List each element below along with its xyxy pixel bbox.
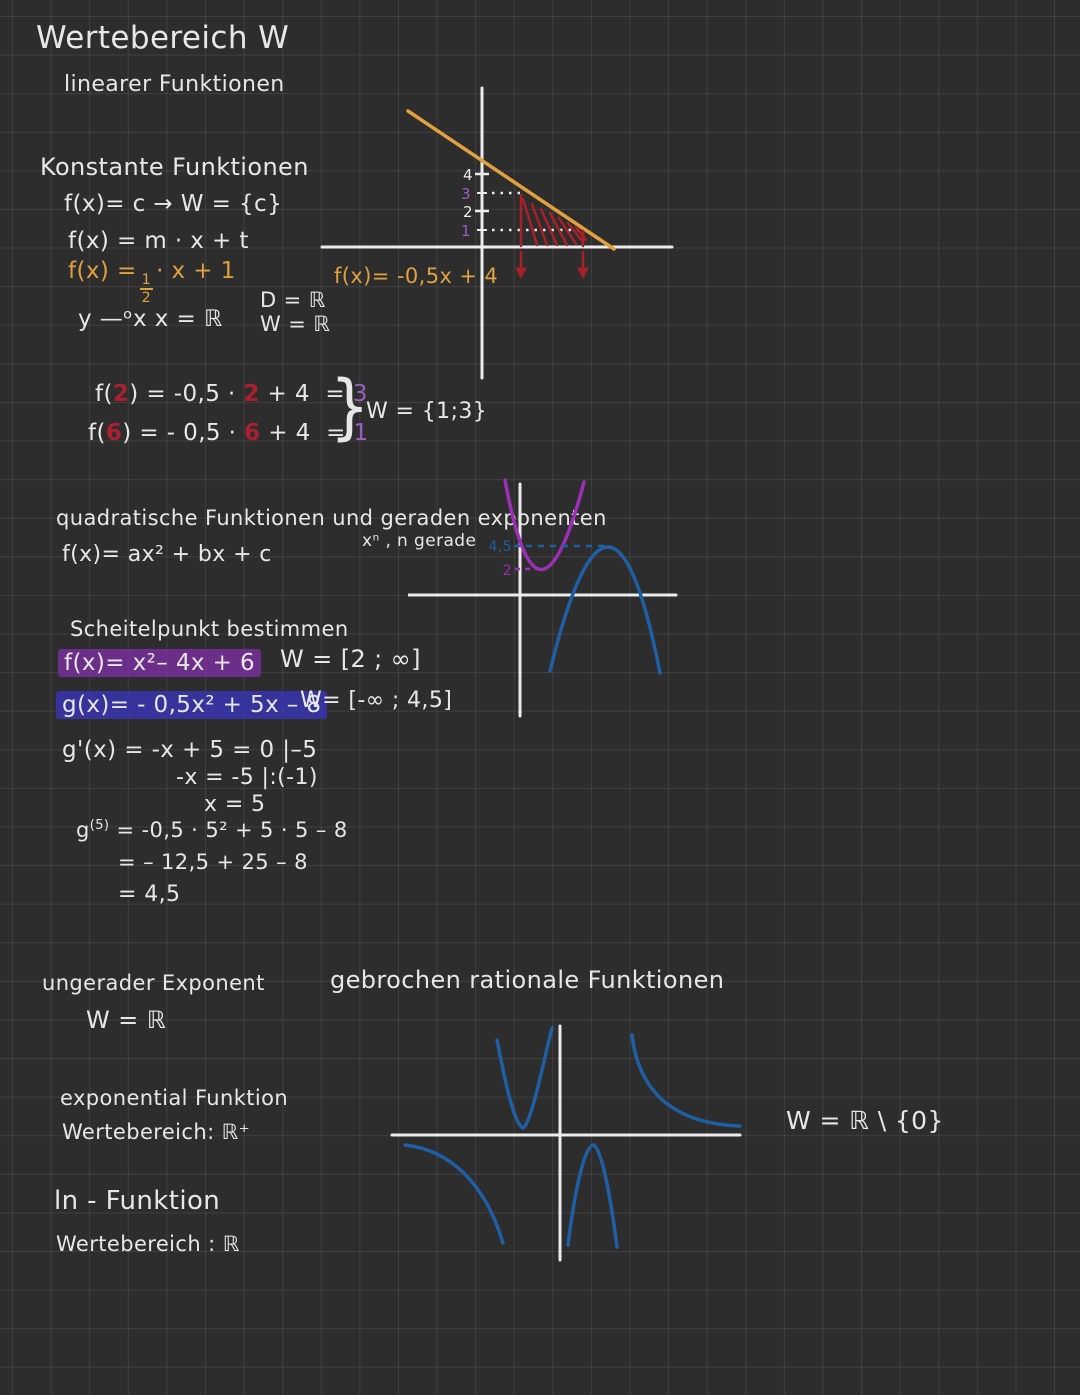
eval-argument: (5) (89, 818, 110, 833)
ln-range: Wertebereich : ℝ (56, 1232, 240, 1256)
tick-label-2: 2 (463, 203, 473, 221)
graph-rational-function (390, 1024, 742, 1262)
section-konstante-heading: Konstante Funktionen (40, 153, 309, 181)
tick-label-4: 4 (463, 166, 473, 184)
eval-x-value: 2 (243, 381, 260, 407)
linear-general: f(x) = m · x + t (68, 228, 249, 254)
g-function-line: g(x)= - 0,5x² + 5x – 8 (56, 691, 328, 719)
solve-step-2: -x = -5 |:(-1) (176, 765, 318, 790)
g-eval-line-2: = – 12,5 + 25 – 8 (118, 850, 308, 874)
branch-upper-right (630, 1033, 742, 1128)
section-ungerade-heading: ungerader Exponent (42, 971, 265, 995)
down-arrow-x6-icon (577, 251, 589, 280)
eval-range-result: W = {1;3} (366, 399, 488, 424)
quadratic-exponent-note: xⁿ , n gerade (362, 531, 477, 551)
eval-row-2: f(6) = - 0,5 · 6 + 4 = 1 (88, 420, 369, 446)
section-ln-heading: ln - Funktion (54, 1186, 221, 1216)
eval-x-value: 2 (112, 381, 130, 407)
ungerade-range: W = ℝ (86, 1006, 167, 1034)
section-gebrochen-heading: gebrochen rationale Funktionen (330, 966, 725, 994)
graph-linear-label: f(x)= -0,5x + 4 (334, 264, 498, 288)
const-rule: f(x)= c → W = {c} (64, 191, 283, 217)
eval-row-1: f(2) = -0,5 · 2 + 4 = 3 (95, 381, 368, 407)
eval-result: 3 (352, 381, 368, 407)
g-eval-line-3: = 4,5 (118, 882, 181, 907)
branch-lower-center (566, 1143, 619, 1249)
derivative-line: g'(x) = -x + 5 = 0 |–5 (62, 737, 318, 763)
tick-label-3: 3 (461, 185, 471, 203)
g-eval-line-1: g(5) = -0,5 · 5² + 5 · 5 – 8 (76, 818, 348, 842)
g-range: W= [-∞ ; 4,5] (300, 688, 453, 713)
linear-example-suffix: · x + 1 (156, 258, 236, 284)
upward-parabola (503, 478, 586, 572)
linear-example: f(x) = 1 2 · x + 1 (68, 258, 236, 306)
branch-upper-left (495, 1026, 554, 1130)
gebrochen-range: W = ℝ \ {0} (786, 1106, 944, 1135)
f-function-line: f(x)= x²– 4x + 6 (58, 649, 262, 677)
tick-label-1: 1 (461, 222, 471, 240)
section-exponential-heading: exponential Funktion (60, 1086, 289, 1110)
branch-lower-left (403, 1143, 505, 1245)
exponential-range: Wertebereich: ℝ⁺ (62, 1120, 251, 1144)
linear-example-prefix: f(x) = (68, 258, 137, 284)
mapping-line: y —ᵒx x = ℝ (78, 306, 223, 332)
page-subtitle: linearer Funktionen (64, 72, 285, 97)
section-scheitelpunkt-heading: Scheitelpunkt bestimmen (70, 617, 349, 641)
hatched-region (519, 193, 588, 248)
max-value-label: 4,5 (489, 539, 512, 555)
quadratic-general-form: f(x)= ax² + bx + c (62, 542, 272, 567)
eval-x-value: 6 (105, 420, 123, 446)
graph-parabolas: 4,5 2 (408, 478, 678, 718)
graph-linear-function: 4 3 2 1 f(x)= -0,5x + 4 (320, 86, 674, 380)
function-line (406, 109, 616, 251)
domain-note: D = ℝ (260, 288, 326, 312)
grouping-brace: } (330, 364, 370, 449)
eval-result: 1 (353, 420, 369, 446)
range-note: W = ℝ (260, 312, 331, 336)
solve-step-3: x = 5 (204, 792, 266, 817)
min-value-label: 2 (503, 563, 512, 579)
eval-x-value: 6 (244, 420, 261, 446)
f-range: W = [2 ; ∞] (280, 645, 421, 673)
rational-curves (403, 1026, 742, 1249)
downward-parabola (548, 545, 662, 675)
page-title: Wertebereich W (36, 20, 290, 56)
down-arrow-x2-icon (515, 251, 527, 280)
